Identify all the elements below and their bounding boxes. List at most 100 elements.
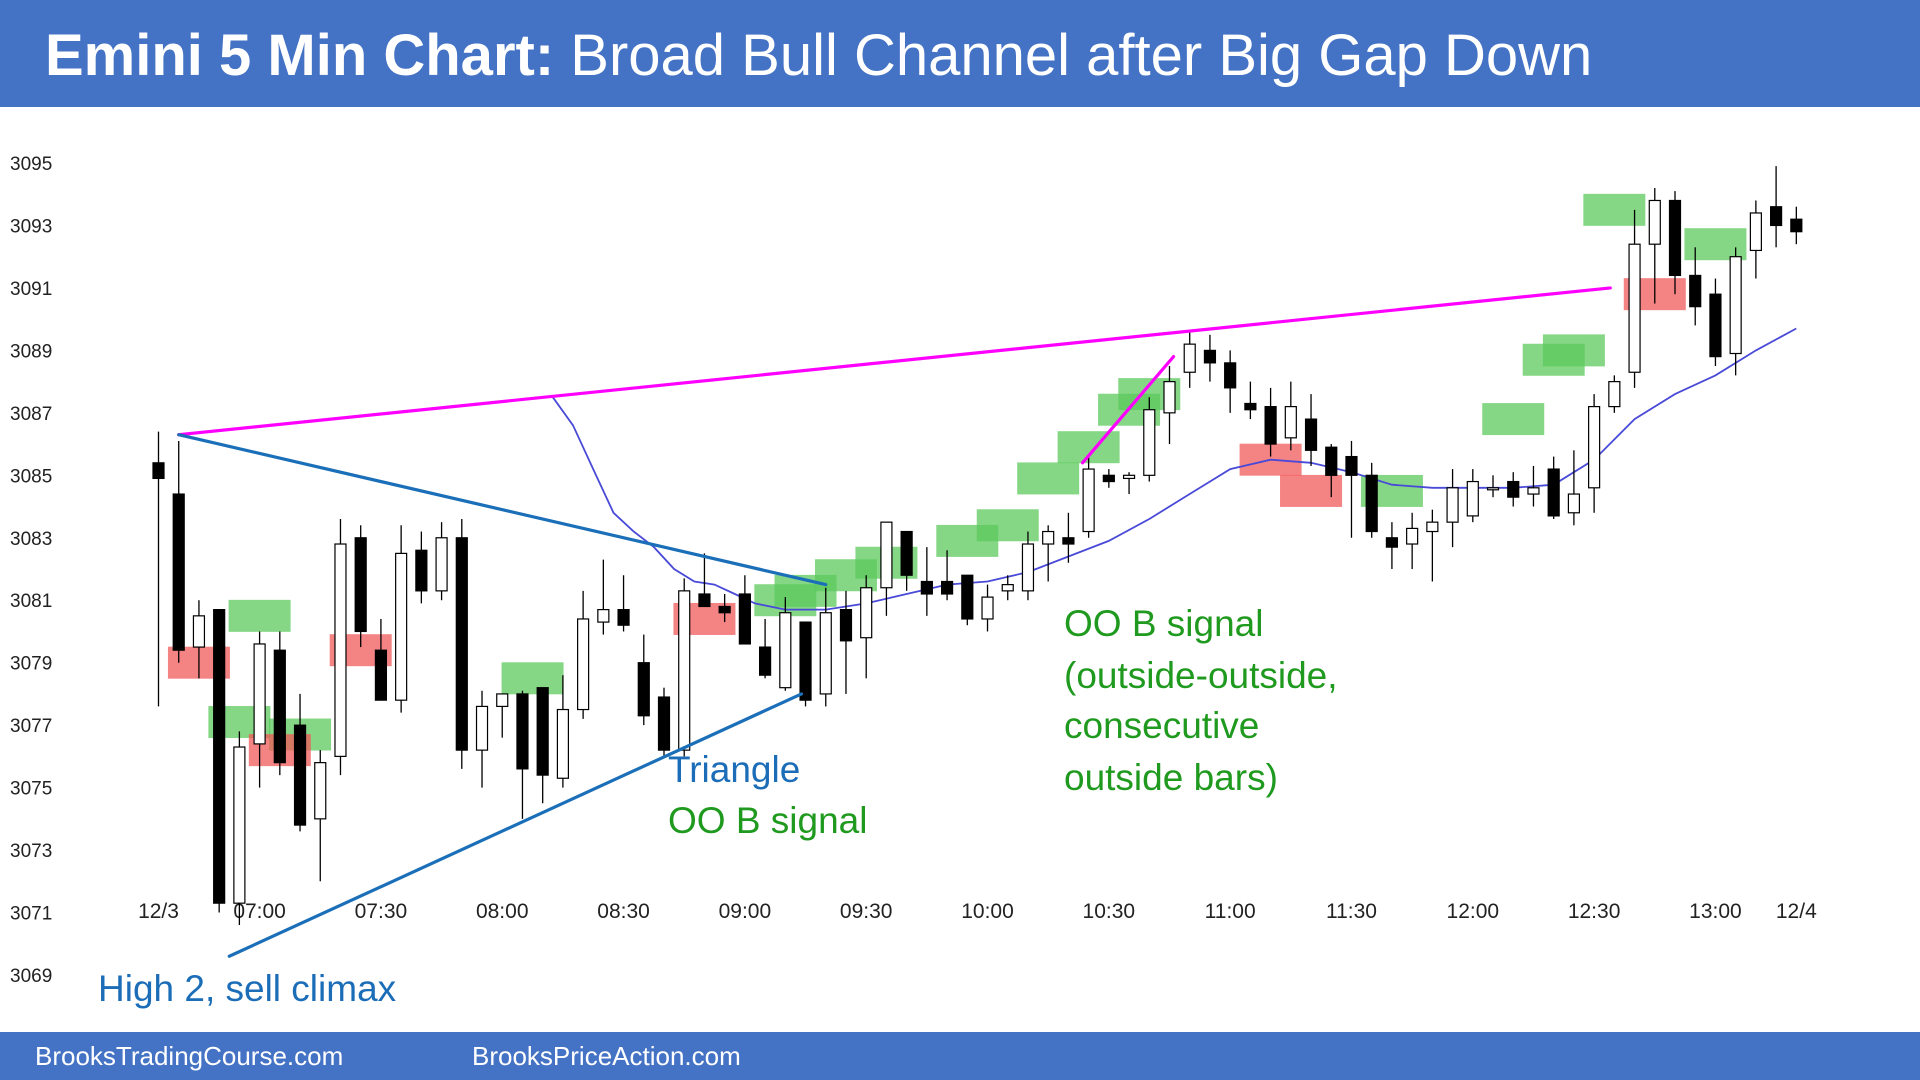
bull-candle [1042, 530, 1055, 545]
bull-candle [981, 596, 994, 620]
bear-candle [1689, 274, 1702, 308]
bull-signal-box [1482, 403, 1545, 436]
bear-candle [1385, 537, 1399, 548]
bull-candle [1021, 543, 1035, 592]
bear-candle [1769, 206, 1783, 227]
annotation-oo-title: OO B signal [1064, 603, 1264, 644]
bear-candle [273, 649, 286, 764]
ema-line [552, 327, 1797, 611]
bull-candle [314, 762, 327, 820]
bull-candle [1486, 487, 1500, 491]
bull-candle [1466, 480, 1479, 517]
footer-right-link[interactable]: BrooksPriceAction.com [472, 1041, 741, 1071]
bull-candle [253, 643, 266, 745]
bull-candle [1749, 212, 1762, 252]
candlestick-chart: 3095 3093 3091 3089 3087 3085 3083 3081 3079 3077… [10, 154, 1817, 987]
bear-candle [1345, 455, 1358, 476]
bull-candle [1527, 487, 1540, 495]
annotation-oo-line3: outside bars) [1064, 757, 1278, 798]
bull-candle [1426, 521, 1439, 533]
footer-left-link[interactable]: BrooksTradingCourse.com [35, 1041, 344, 1071]
bear-candle [293, 724, 307, 826]
y-tick-label: 3085 [10, 466, 52, 487]
bear-candle [900, 530, 913, 576]
bear-candle [1203, 349, 1217, 364]
bull-candle [1163, 381, 1176, 414]
bull-signal-box [501, 662, 564, 695]
bull-candle [496, 693, 509, 708]
x-tick-label: 13:00 [1689, 900, 1742, 923]
bear-candle [839, 609, 853, 642]
annotation-oo-line2: consecutive [1064, 705, 1260, 746]
bear-candle [1062, 537, 1075, 545]
bear-candle [1668, 199, 1682, 277]
bull-candle [1143, 409, 1156, 476]
title-bar: Emini 5 Min Chart: Broad Bull Channel af… [0, 0, 1920, 107]
x-tick-label: 08:00 [476, 900, 529, 923]
x-tick-label: 09:30 [840, 900, 893, 923]
bull-candle [1082, 468, 1095, 533]
bull-signal-box [976, 509, 1039, 542]
bear-candle [516, 693, 529, 770]
bull-candle [1628, 243, 1641, 373]
bear-candle [354, 537, 367, 633]
bull-candle [475, 705, 489, 751]
bear-candle [758, 646, 772, 676]
bull-candle [1122, 474, 1136, 480]
chart-title-rest: Broad Bull Channel after Big Gap Down [554, 23, 1593, 88]
annotation-oo-line1: (outside-outside, [1064, 655, 1338, 696]
chart-title: Emini 5 Min Chart: Broad Bull Channel af… [45, 0, 1592, 107]
annotation-triangle-signal: OO B signal [668, 800, 868, 841]
bull-candle [233, 746, 246, 904]
bull-signal-box [1684, 228, 1747, 261]
bull-candle [880, 521, 893, 589]
bear-candle [1365, 474, 1378, 533]
bear-candle [617, 609, 630, 626]
bear-candle [1224, 362, 1237, 389]
x-tick-label: 12:30 [1568, 900, 1621, 923]
bear-candle [1507, 480, 1520, 498]
bull-candle [1729, 256, 1742, 355]
bull-candle [556, 708, 570, 779]
bull-candle [1183, 343, 1196, 373]
y-tick-label: 3071 [10, 904, 52, 925]
bear-candle [1264, 406, 1277, 445]
bull-candle [1284, 406, 1297, 439]
bear-candle [455, 537, 468, 751]
bear-signal-box [1280, 474, 1343, 507]
x-tick-label: 10:30 [1083, 900, 1136, 923]
y-tick-label: 3083 [10, 529, 52, 550]
bull-signal-box [1017, 462, 1080, 495]
bull-candle [435, 537, 448, 592]
y-tick-label: 3069 [10, 966, 52, 987]
bear-candle [961, 574, 974, 620]
y-tick-label: 3093 [10, 216, 52, 237]
bear-candle [1244, 402, 1257, 411]
bull-candle [1001, 584, 1014, 592]
y-tick-label: 3089 [10, 341, 52, 362]
bull-candle [334, 543, 347, 757]
x-tick-label: 09:00 [719, 900, 772, 923]
x-tick-label: 11:30 [1326, 900, 1377, 923]
magenta-upper-line [177, 286, 1612, 437]
bear-candle [1547, 468, 1560, 517]
footer-bar: BrooksTradingCourse.com BrooksPriceActio… [0, 1032, 1920, 1080]
y-tick-label: 3077 [10, 716, 52, 737]
y-tick-label: 3091 [10, 279, 52, 300]
x-tick-label: 10:00 [961, 900, 1014, 923]
bear-candle [536, 687, 549, 776]
x-tick-label: 07:30 [355, 900, 408, 923]
bull-candle [860, 587, 873, 639]
triangle-lower-line [227, 692, 804, 958]
x-tick-label: 07:00 [233, 900, 286, 923]
bear-candle [1325, 446, 1338, 476]
x-tick-label: 12:00 [1447, 900, 1500, 923]
bear-candle [718, 605, 731, 614]
bear-candle [657, 696, 671, 751]
bull-candle [1608, 381, 1621, 408]
bull-candle [819, 612, 832, 695]
y-tick-label: 3075 [10, 779, 52, 800]
bull-signal-box [1542, 334, 1605, 367]
bull-candle [577, 618, 590, 711]
y-tick-label: 3073 [10, 841, 52, 862]
